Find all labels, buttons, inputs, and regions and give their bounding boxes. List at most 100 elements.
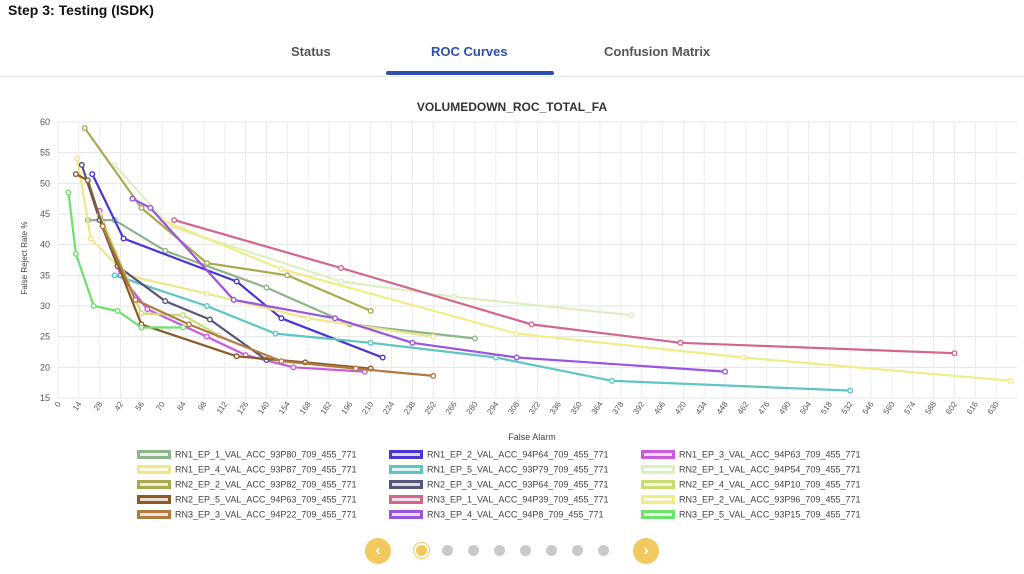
legend-item[interactable]: RN3_EP_5_VAL_ACC_93P15_709_455_771	[641, 509, 860, 523]
page-dot[interactable]	[572, 545, 583, 556]
legend-swatch	[137, 510, 171, 520]
chevron-left-icon[interactable]: ‹	[365, 538, 391, 564]
data-point	[72, 250, 79, 257]
legend-swatch	[137, 480, 171, 490]
x-tick-label: 588	[923, 400, 938, 417]
page-dot[interactable]	[520, 545, 531, 556]
data-point	[203, 333, 210, 340]
data-point	[87, 235, 94, 242]
legend-item[interactable]: RN2_EP_2_VAL_ACC_93P82_709_455_771	[137, 479, 356, 493]
data-point	[513, 330, 520, 337]
tab-status[interactable]: Status	[291, 44, 331, 59]
legend-swatch	[137, 495, 171, 505]
data-point	[81, 125, 88, 132]
legend-label: RN1_EP_3_VAL_ACC_94P63_709_455_771	[679, 449, 861, 460]
series-line	[98, 213, 220, 337]
x-tick-label: 168	[298, 400, 313, 417]
x-tick-label: 224	[381, 400, 396, 417]
legend-label: RN3_EP_3_VAL_ACC_94P22_709_455_771	[175, 509, 357, 520]
data-point	[180, 324, 187, 331]
page-dot[interactable]	[468, 545, 479, 556]
x-tick-label: 322	[527, 400, 542, 417]
legend-item[interactable]: RN1_EP_2_VAL_ACC_94P64_709_455_771	[389, 449, 608, 463]
chart-pager: ‹ ›	[0, 538, 1024, 564]
legend-item[interactable]: RN1_EP_3_VAL_ACC_94P63_709_455_771	[641, 449, 860, 463]
data-point	[367, 339, 374, 346]
chevron-right-icon[interactable]: ›	[633, 538, 659, 564]
page-dot[interactable]	[442, 545, 453, 556]
legend-label: RN1_EP_2_VAL_ACC_94P64_709_455_771	[427, 449, 609, 460]
x-tick-label: 602	[944, 400, 959, 417]
data-point	[99, 223, 106, 230]
legend-item[interactable]: RN1_EP_1_VAL_ACC_93P80_709_455_771	[137, 449, 356, 463]
data-point	[138, 324, 145, 331]
x-tick-label: 616	[965, 400, 980, 417]
tab-confusion-matrix[interactable]: Confusion Matrix	[604, 44, 711, 59]
data-point	[513, 354, 520, 361]
data-point	[290, 364, 297, 371]
data-point	[78, 161, 85, 168]
legend-swatch	[641, 480, 675, 490]
data-point	[278, 266, 285, 273]
data-point	[722, 368, 729, 375]
x-tick-label: 42	[113, 400, 126, 413]
legend-label: RN3_EP_5_VAL_ACC_93P15_709_455_771	[679, 509, 861, 520]
data-point	[65, 189, 72, 196]
legend-item[interactable]: RN2_EP_1_VAL_ACC_94P54_709_455_771	[641, 464, 860, 478]
data-point	[337, 264, 344, 271]
legend-item[interactable]: RN3_EP_1_VAL_ACC_94P39_709_455_771	[389, 494, 608, 508]
data-point	[471, 335, 478, 342]
data-point	[628, 312, 635, 319]
data-point	[72, 171, 79, 178]
x-tick-label: 98	[196, 400, 209, 413]
legend-swatch	[641, 510, 675, 520]
x-axis-label: False Alarm	[508, 432, 556, 442]
page-dot[interactable]	[416, 545, 427, 556]
data-point	[1008, 377, 1015, 384]
x-tick-label: 560	[882, 400, 897, 417]
legend-item[interactable]: RN3_EP_2_VAL_ACC_93P96_709_455_771	[641, 494, 860, 508]
y-tick-label: 25	[40, 332, 50, 342]
x-tick-label: 112	[215, 400, 230, 416]
legend-swatch	[137, 450, 171, 460]
legend-label: RN1_EP_5_VAL_ACC_93P79_709_455_771	[427, 464, 609, 475]
series-line	[101, 225, 434, 377]
x-tick-label: 126	[235, 400, 250, 417]
page-dot[interactable]	[546, 545, 557, 556]
data-point	[180, 312, 187, 319]
data-point	[331, 315, 338, 322]
legend-item[interactable]: RN2_EP_3_VAL_ACC_93P64_709_455_771	[389, 479, 608, 493]
y-tick-label: 40	[40, 240, 50, 250]
legend-swatch	[137, 465, 171, 475]
legend-item[interactable]: RN1_EP_4_VAL_ACC_93P87_709_455_771	[137, 464, 356, 478]
legend-label: RN1_EP_1_VAL_ACC_93P80_709_455_771	[175, 449, 357, 460]
data-point	[847, 387, 854, 394]
legend-swatch	[389, 450, 423, 460]
page-dot[interactable]	[494, 545, 505, 556]
x-tick-label: 280	[465, 400, 480, 417]
legend-swatch	[641, 450, 675, 460]
y-axis-label: False Reject Rate %	[20, 222, 29, 295]
x-tick-label: 294	[485, 400, 500, 417]
x-tick-label: 630	[986, 400, 1001, 417]
x-tick-label: 14	[71, 400, 84, 413]
data-point	[162, 247, 169, 254]
data-point	[740, 354, 747, 361]
x-tick-label: 56	[134, 400, 147, 413]
x-tick-label: 350	[569, 400, 584, 417]
legend-item[interactable]: RN3_EP_4_VAL_ACC_94P8_709_455_771	[389, 509, 603, 523]
data-point	[89, 171, 96, 178]
data-point	[206, 316, 213, 323]
tab-roc-curves[interactable]: ROC Curves	[431, 44, 508, 59]
legend-item[interactable]: RN3_EP_3_VAL_ACC_94P22_709_455_771	[137, 509, 356, 523]
legend-item[interactable]: RN1_EP_5_VAL_ACC_93P79_709_455_771	[389, 464, 608, 478]
legend-item[interactable]: RN2_EP_5_VAL_ACC_94P63_709_455_771	[137, 494, 356, 508]
data-point	[120, 235, 127, 242]
y-tick-labels: 15 20 25 30 35 40 45 50 55 60	[40, 117, 50, 403]
legend-item[interactable]: RN2_EP_4_VAL_ACC_94P10_709_455_771	[641, 479, 860, 493]
x-tick-label: 518	[819, 400, 834, 417]
data-point	[278, 315, 285, 322]
data-point	[337, 278, 344, 285]
data-point	[528, 321, 535, 328]
page-dot[interactable]	[598, 545, 609, 556]
